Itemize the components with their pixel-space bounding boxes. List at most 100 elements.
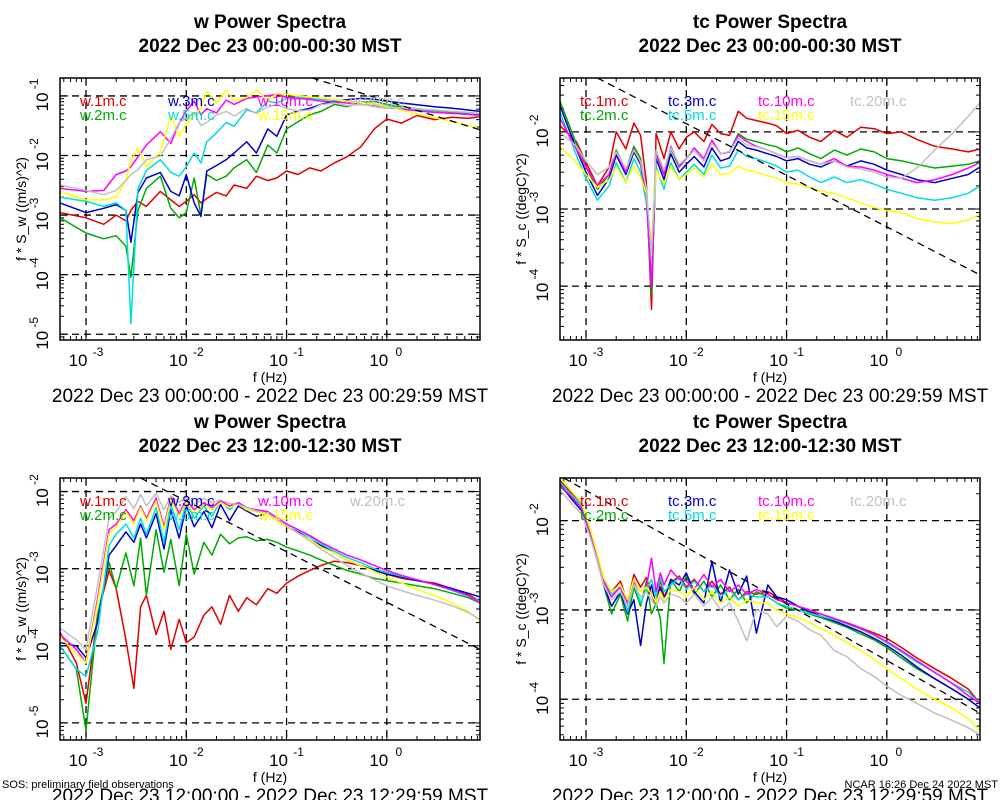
y-tick-label-group: 10-4: [527, 268, 552, 301]
legend-entry: w.15m.c: [257, 107, 314, 124]
chart-subtitle: 2022 Dec 23 12:00-12:30 MST: [139, 436, 402, 457]
y-tick-exponent: -3: [527, 592, 541, 603]
x-tick-exponent: -3: [593, 345, 604, 359]
legend-entry: tc.10m.c: [758, 93, 815, 110]
x-tick-label: 10: [69, 351, 88, 370]
y-tick-label: 10: [33, 331, 52, 350]
x-axis-label: f (Hz): [253, 369, 287, 385]
y-tick-exponent: -2: [527, 503, 541, 514]
legend-entry: w.15m.c: [257, 507, 314, 524]
legend-entry: tc.20m.c: [850, 493, 907, 510]
y-tick-exponent: -5: [27, 317, 41, 328]
grid-lines: [60, 78, 480, 340]
y-tick-label-group: 10-1: [27, 78, 52, 111]
y-tick-label-group: 10-4: [27, 628, 52, 661]
legend-entry: tc.1m.c: [580, 93, 629, 110]
x-tick-label: 10: [69, 751, 88, 770]
legend-entry: tc.1m.c: [580, 493, 629, 510]
series-line-w-2m-c: [60, 528, 480, 732]
legend-entry: w.5m.c: [167, 507, 215, 524]
x-tick-exponent: 0: [895, 345, 902, 359]
y-tick-label: 10: [533, 283, 552, 302]
series-line-w-2m-c: [60, 100, 480, 279]
footer-right-note: NCAR 16:26 Dec 24 2022 MST: [845, 779, 999, 791]
grid-lines: [560, 78, 980, 340]
x-tick-label: 10: [169, 751, 188, 770]
y-tick-label-group: 10-2: [27, 138, 52, 171]
x-tick-exponent: -3: [93, 345, 104, 359]
y-tick-label: 10: [33, 271, 52, 290]
x-tick-exponent: -2: [193, 745, 204, 759]
legend-entry: w.2m.c: [79, 107, 127, 124]
legend-entry: w.1m.c: [79, 93, 127, 110]
y-tick-label-group: 10-2: [527, 114, 552, 147]
series-line-w-3m-c: [60, 503, 480, 659]
y-tick-label: 10: [33, 212, 52, 231]
y-tick-exponent: -4: [527, 268, 541, 279]
y-tick-label: 10: [33, 565, 52, 584]
time-range-caption: 2022 Dec 23 12:00:00 - 2022 Dec 23 12:29…: [52, 786, 489, 800]
series-line-w-20m-c: [60, 102, 480, 196]
legend-entry: tc.2m.c: [580, 107, 629, 124]
plot-frame: [59, 477, 481, 741]
series-line-tc-1m-c: [560, 110, 980, 311]
x-tick-label: 10: [369, 751, 388, 770]
chart-panel-1: w Power Spectra 2022 Dec 23 00:00-00:30 M…: [13, 12, 489, 407]
plot-frame: [59, 77, 481, 341]
legend-entry: tc.20m.c: [850, 93, 907, 110]
reference-slope-line: [311, 78, 480, 131]
legend: w.1m.cw.2m.c w.3m.cw.5m.c w.10m.cw.15m.c w.…: [79, 493, 406, 524]
y-tick-label: 10: [533, 696, 552, 715]
legend-entry: w.3m.c: [167, 93, 215, 110]
y-tick-label-group: 10-2: [527, 503, 552, 536]
time-range-caption: 2022 Dec 23 00:00:00 - 2022 Dec 23 00:29…: [552, 386, 989, 407]
legend-entry: w.20m.c: [349, 93, 406, 110]
y-tick-label-group: 10-2: [27, 474, 52, 507]
series-line-tc-3m-c: [560, 105, 980, 287]
series-lines: [560, 100, 980, 311]
chart-panel-3: w Power Spectra 2022 Dec 23 12:00-12:30 M…: [13, 412, 489, 800]
series-line-tc-15m-c: [560, 145, 980, 245]
x-tick-exponent: 0: [895, 745, 902, 759]
legend-entry: tc.5m.c: [668, 107, 717, 124]
y-tick-label-group: 10-4: [27, 257, 52, 290]
legend-entry: w.5m.c: [167, 107, 215, 124]
y-tick-exponent: -3: [527, 191, 541, 202]
legend: tc.1m.ctc.2m.c tc.3m.ctc.5m.c tc.10m.ctc.1…: [580, 493, 907, 524]
x-tick-label: 10: [569, 351, 588, 370]
x-tick-exponent: -3: [93, 745, 104, 759]
chart-title: w Power Spectra: [193, 12, 346, 33]
y-tick-label-group: 10-3: [527, 191, 552, 224]
x-tick-exponent: -2: [193, 345, 204, 359]
x-tick-label: 10: [869, 751, 888, 770]
x-tick-label: 10: [369, 351, 388, 370]
x-tick-label: 10: [269, 751, 288, 770]
x-tick-exponent: -3: [593, 745, 604, 759]
series-line-tc-1m-c: [560, 480, 980, 704]
chart-panel-4: tc Power Spectra 2022 Dec 23 12:00-12:30 …: [513, 412, 989, 800]
y-tick-label: 10: [33, 719, 52, 738]
legend-entry: w.1m.c: [79, 493, 127, 510]
series-line-tc-20m-c: [560, 489, 980, 736]
x-tick-label: 10: [269, 351, 288, 370]
y-tick-exponent: -2: [27, 474, 41, 485]
series-line-w-20m-c: [60, 492, 480, 651]
reference-slope-line: [563, 478, 980, 714]
y-tick-exponent: -2: [27, 138, 41, 149]
series-line-tc-5m-c: [560, 111, 980, 281]
x-tick-exponent: 0: [395, 345, 402, 359]
y-tick-label-group: 10-3: [27, 197, 52, 230]
legend: tc.1m.ctc.2m.c tc.3m.ctc.5m.c tc.10m.ctc.1…: [580, 93, 907, 124]
chart-panel-2: tc Power Spectra 2022 Dec 23 00:00-00:30 …: [513, 12, 989, 407]
legend-entry: w.10m.c: [257, 493, 314, 510]
y-tick-exponent: -5: [27, 705, 41, 716]
footer-left-note: SOS: preliminary field observations: [2, 779, 174, 791]
series-line-tc-10m-c: [560, 484, 980, 705]
series-lines: [60, 89, 480, 325]
x-tick-label: 10: [869, 351, 888, 370]
x-tick-label: 10: [769, 751, 788, 770]
series-lines: [60, 492, 480, 732]
x-tick-exponent: -1: [293, 745, 304, 759]
y-tick-label: 10: [533, 606, 552, 625]
